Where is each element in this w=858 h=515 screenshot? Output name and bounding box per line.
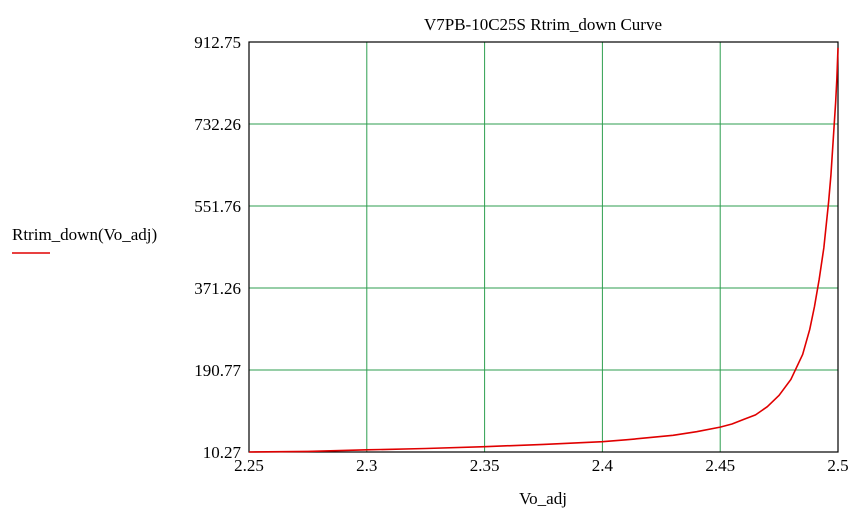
x-axis-ticks: 2.25 2.3 2.35 2.4 2.45 2.5	[234, 456, 849, 475]
y-tick-label: 912.75	[194, 33, 241, 52]
y-axis-ticks: 10.27 190.77 371.26 551.76 732.26 912.75	[194, 33, 241, 462]
x-axis-label: Vo_adj	[519, 489, 567, 508]
chart-title: V7PB-10C25S Rtrim_down Curve	[424, 15, 662, 34]
x-tick-label: 2.5	[827, 456, 848, 475]
y-tick-label: 10.27	[203, 443, 242, 462]
x-tick-label: 2.4	[592, 456, 614, 475]
y-tick-label: 190.77	[194, 361, 241, 380]
legend: Rtrim_down(Vo_adj)	[12, 225, 157, 254]
x-tick-label: 2.35	[470, 456, 500, 475]
series-layer	[248, 47, 839, 453]
x-tick-label: 2.45	[705, 456, 735, 475]
x-tick-label: 2.25	[234, 456, 264, 475]
series-line	[248, 47, 839, 453]
y-tick-label: 371.26	[194, 279, 241, 298]
y-tick-label: 732.26	[194, 115, 241, 134]
grid	[249, 42, 838, 452]
x-tick-label: 2.3	[356, 456, 377, 475]
plot-frame	[248, 41, 839, 453]
legend-label: Rtrim_down(Vo_adj)	[12, 225, 157, 244]
y-tick-label: 551.76	[194, 197, 241, 216]
